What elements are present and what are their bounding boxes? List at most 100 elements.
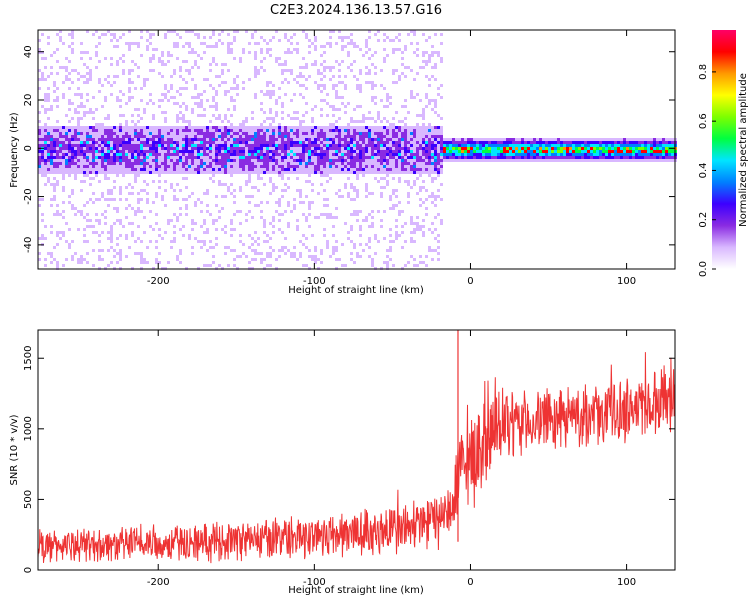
spectrogram-cell xyxy=(422,171,425,174)
spectrogram-cell xyxy=(185,81,188,84)
spectrogram-cell xyxy=(71,168,74,171)
spectrogram-cell xyxy=(281,69,284,72)
spectrogram-cell xyxy=(308,39,311,42)
spectrogram-cell xyxy=(422,129,425,132)
spectrogram-cell xyxy=(233,153,236,156)
spectrogram-cell xyxy=(128,234,131,237)
spectrogram-cell xyxy=(173,162,176,165)
spectrogram-cell xyxy=(152,201,155,204)
spectrogram-cell xyxy=(173,30,176,33)
spectrogram-cell xyxy=(419,204,422,207)
spectrogram-cell xyxy=(308,75,311,78)
spectrogram-cell xyxy=(536,141,539,144)
spectrogram-cell xyxy=(272,156,275,159)
spectrogram-cell xyxy=(188,162,191,165)
spectrogram-cell xyxy=(398,126,401,129)
spectrogram-cell xyxy=(122,72,125,75)
spectrogram-cell xyxy=(320,42,323,45)
spectrogram-cell xyxy=(419,150,422,153)
spectrogram-cell xyxy=(248,165,251,168)
spectrogram-cell xyxy=(455,138,458,141)
spectrogram-cell xyxy=(416,93,419,96)
spectrogram-cell xyxy=(299,168,302,171)
spectrogram-cell xyxy=(434,246,437,249)
spectrogram-cell xyxy=(557,144,560,147)
spectrogram-cell xyxy=(236,168,239,171)
spectrogram-cell xyxy=(266,144,269,147)
spectrogram-cell xyxy=(77,81,80,84)
spectrogram-cell xyxy=(149,57,152,60)
spectrogram-cell xyxy=(83,150,86,153)
spectrogram-cell xyxy=(74,144,77,147)
spectrogram-cell xyxy=(326,153,329,156)
spectrogram-cell xyxy=(200,240,203,243)
spectrogram-cell xyxy=(404,231,407,234)
spectrogram-cell xyxy=(131,150,134,153)
spectrogram-cell xyxy=(113,129,116,132)
spectrogram-cell xyxy=(413,231,416,234)
spectrogram-cell xyxy=(140,87,143,90)
spectrogram-cell xyxy=(407,147,410,150)
spectrogram-cell xyxy=(152,129,155,132)
spectrogram-cell xyxy=(185,156,188,159)
spectrogram-cell xyxy=(74,174,77,177)
spectrogram-cell xyxy=(518,144,521,147)
spectrogram-cell xyxy=(401,174,404,177)
spectrogram-cell xyxy=(251,186,254,189)
spectrogram-cell xyxy=(125,141,128,144)
spectrogram-cell xyxy=(374,126,377,129)
spectrogram-cell xyxy=(314,138,317,141)
spectrogram-cell xyxy=(59,231,62,234)
spectrogram-cell xyxy=(245,150,248,153)
spectrogram-cell xyxy=(269,144,272,147)
spectrogram-cell xyxy=(419,171,422,174)
spectrogram-cell xyxy=(302,264,305,267)
spectrogram-cell xyxy=(359,81,362,84)
spectrogram-cell xyxy=(401,171,404,174)
spectrogram-cell xyxy=(242,144,245,147)
spectrogram-cell xyxy=(236,138,239,141)
spectrogram-cell xyxy=(446,147,449,150)
spectrogram-cell xyxy=(80,210,83,213)
spectrogram-cell xyxy=(92,99,95,102)
spectrogram-cell xyxy=(404,156,407,159)
spectrogram-cell xyxy=(371,54,374,57)
spectrogram-cell xyxy=(335,207,338,210)
spectrogram-cell xyxy=(83,135,86,138)
spectrogram-cell xyxy=(155,171,158,174)
spectrogram-cell xyxy=(560,156,563,159)
spectrogram-cell xyxy=(281,141,284,144)
spectrogram-cell xyxy=(422,111,425,114)
spectrogram-cell xyxy=(320,114,323,117)
spectrogram-cell xyxy=(110,261,113,264)
spectrogram-cell xyxy=(131,171,134,174)
spectrogram-cell xyxy=(206,39,209,42)
spectrogram-cell xyxy=(323,228,326,231)
spectrogram-cell xyxy=(410,165,413,168)
spectrogram-cell xyxy=(350,171,353,174)
spectrogram-cell xyxy=(362,213,365,216)
spectrogram-cell xyxy=(401,120,404,123)
spectrogram-cell xyxy=(146,147,149,150)
spectrogram-cell xyxy=(41,159,44,162)
spectrogram-cell xyxy=(566,153,569,156)
spectrogram-cell xyxy=(170,99,173,102)
spectrogram-cell xyxy=(353,45,356,48)
spectrogram-cell xyxy=(563,141,566,144)
spectrogram-cell xyxy=(425,93,428,96)
spectrogram-cell xyxy=(278,66,281,69)
spectrogram-cell xyxy=(431,36,434,39)
spectrogram-cell xyxy=(53,87,56,90)
spectrogram-cell xyxy=(506,147,509,150)
spectrogram-cell xyxy=(149,213,152,216)
spectrogram-cell xyxy=(134,168,137,171)
spectrogram-cell xyxy=(401,63,404,66)
spectrogram-cell xyxy=(440,171,443,174)
spectrogram-cell xyxy=(194,165,197,168)
spectrogram-cell xyxy=(191,144,194,147)
spectrogram-cell xyxy=(437,225,440,228)
spectrogram-cell xyxy=(299,126,302,129)
spectrogram-cell xyxy=(509,153,512,156)
spectrogram-cell xyxy=(305,171,308,174)
spectrogram-cell xyxy=(332,144,335,147)
